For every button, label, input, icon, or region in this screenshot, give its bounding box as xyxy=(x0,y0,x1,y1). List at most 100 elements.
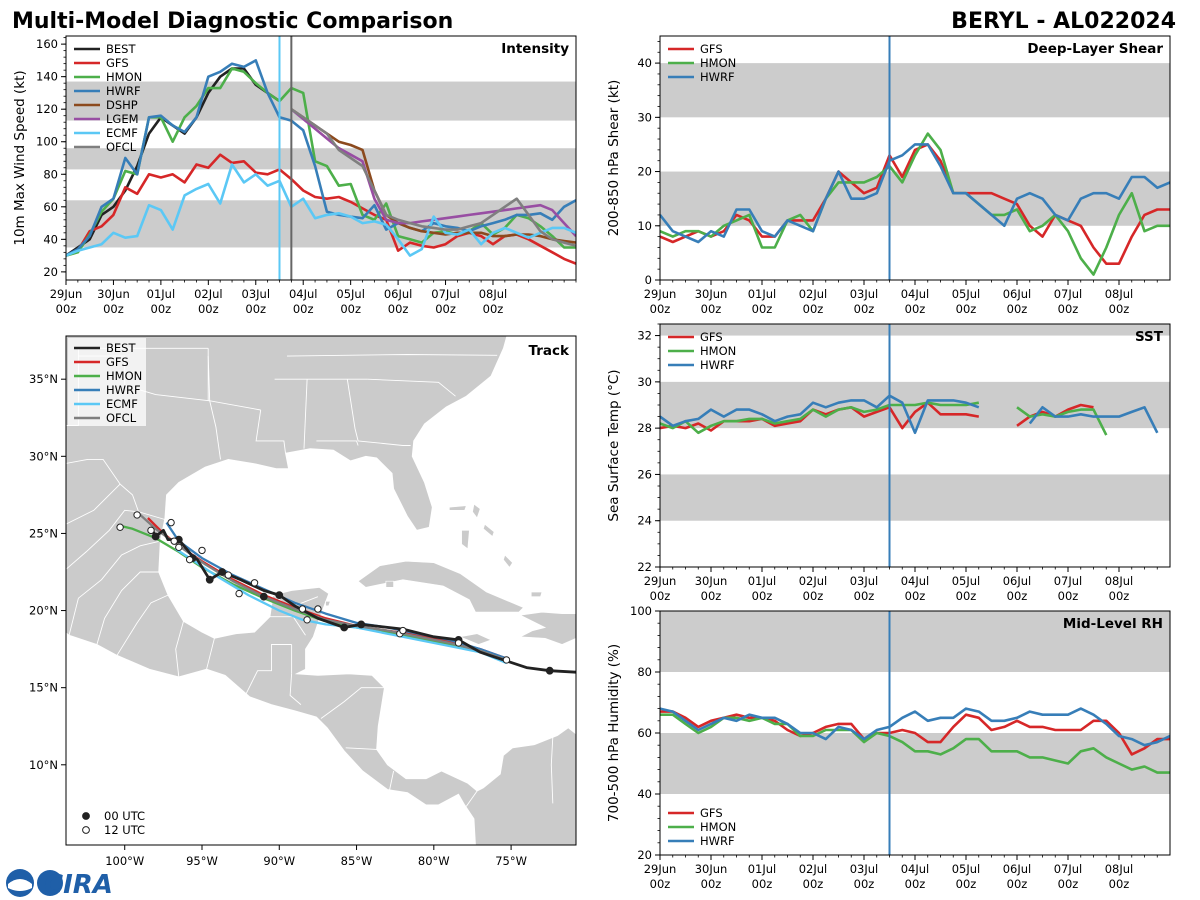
border-panama-colombia xyxy=(465,790,478,807)
sst-ytick-label: 22 xyxy=(637,560,652,574)
intensity-title: Intensity xyxy=(501,41,569,57)
cira-logo: CIRA xyxy=(6,869,113,900)
border-mex-state-2 xyxy=(96,571,159,645)
sst-xtick-label-hour: 00z xyxy=(1109,589,1130,603)
shear-ytick-label: 10 xyxy=(637,219,652,233)
rh-xtick-label-hour: 00z xyxy=(803,877,824,891)
sst-xtick-label: 06Jul xyxy=(1003,574,1032,588)
border-colombia-venezuela xyxy=(550,736,554,804)
rh-band-1 xyxy=(660,611,1170,672)
sst-ytick-label: 28 xyxy=(637,421,652,435)
sst-band-2 xyxy=(660,324,1170,336)
marker-legend-symbol-12utc xyxy=(82,826,90,834)
intensity-xtick-label-hour: 00z xyxy=(388,302,409,316)
border-mex-state-5 xyxy=(66,483,121,525)
border-louisiana xyxy=(209,400,221,460)
rh-xtick-label-hour: 00z xyxy=(1058,877,1079,891)
rh-xtick-label: 08Jul xyxy=(1105,862,1134,876)
track-marker-12utc xyxy=(133,511,141,519)
intensity-xtick-label: 06Jul xyxy=(384,287,413,301)
sst-xtick-label-hour: 00z xyxy=(1058,589,1079,603)
island-cuba xyxy=(357,560,525,613)
track-xtick-label: 80°W xyxy=(418,854,450,868)
border-mex-state-7 xyxy=(206,638,215,670)
sst-legend-label-gfs: GFS xyxy=(700,330,723,344)
track-marker-12utc xyxy=(303,616,311,624)
sst-xtick-label: 04Jul xyxy=(901,574,930,588)
intensity-legend-label-hwrf: HWRF xyxy=(106,84,141,98)
figure-title: Multi-Model Diagnostic Comparison xyxy=(12,9,453,34)
border-kentucky xyxy=(286,354,498,357)
track-marker-12utc xyxy=(224,571,232,579)
border-mississippi-river xyxy=(255,409,286,454)
intensity-series-gfs xyxy=(66,153,576,265)
rh-xtick-label-hour: 00z xyxy=(854,877,875,891)
shear-xtick-label-hour: 00z xyxy=(752,302,773,316)
rh-xtick-label-hour: 00z xyxy=(956,877,977,891)
intensity-xtick-label: 29Jun xyxy=(50,287,83,301)
track-legend-label-gfs: GFS xyxy=(106,355,129,369)
shear-xtick-label: 04Jul xyxy=(901,287,930,301)
sst-legend-label-hmon: HMON xyxy=(700,344,736,358)
shear-band-1 xyxy=(660,63,1170,118)
shear-series-hmon xyxy=(660,132,1170,276)
border-georgia xyxy=(346,379,411,446)
rh-ylabel: 700-500 hPa Humidity (%) xyxy=(606,644,622,822)
shear-xtick-label: 29Jun xyxy=(644,287,677,301)
rh-legend-label-gfs: GFS xyxy=(700,806,723,820)
intensity-ytick-label: 160 xyxy=(36,37,58,51)
intensity-xtick-label-hour: 00z xyxy=(103,302,124,316)
rh-xtick-label: 05Jul xyxy=(952,862,981,876)
track-marker-00utc xyxy=(259,592,268,601)
intensity-xtick-label-hour: 00z xyxy=(245,302,266,316)
island-cozumel xyxy=(325,600,331,607)
sst-xtick-label-hour: 00z xyxy=(1007,589,1028,603)
intensity-xtick-label-hour: 00z xyxy=(340,302,361,316)
intensity-ylabel: 10m Max Wind Speed (kt) xyxy=(12,70,28,245)
track-legend-label-hmon: HMON xyxy=(106,369,142,383)
rh-ytick-label: 40 xyxy=(637,787,652,801)
track-hmon xyxy=(119,524,507,661)
sst-plot-area xyxy=(660,394,1159,436)
intensity-legend-label-best: BEST xyxy=(106,42,136,56)
shear-xtick-label: 07Jul xyxy=(1054,287,1083,301)
shear-xtick-label-hour: 00z xyxy=(1007,302,1028,316)
shear-series-hwrf xyxy=(660,143,1170,244)
sst-ytick-label: 26 xyxy=(637,467,652,481)
track-marker-00utc xyxy=(151,532,160,541)
rh-ytick-label: 100 xyxy=(630,604,652,618)
intensity-band-2 xyxy=(66,81,576,121)
track-xtick-label: 100°W xyxy=(105,854,144,868)
rh-series-hwrf xyxy=(660,707,1170,747)
shear-xtick-label-hour: 00z xyxy=(803,302,824,316)
island-hispaniola xyxy=(519,611,576,645)
globe-icon xyxy=(37,870,63,896)
marker-legend-symbol-00utc xyxy=(82,812,90,820)
rh-ytick-label: 20 xyxy=(637,848,652,862)
track-ytick-label: 15°N xyxy=(29,681,58,695)
border-mex-state-6 xyxy=(175,621,184,677)
rh-xtick-label-hour: 00z xyxy=(905,877,926,891)
intensity-xtick-label: 01Jul xyxy=(147,287,176,301)
track-marker-12utc xyxy=(502,656,511,664)
track-xtick-label: 85°W xyxy=(341,854,373,868)
rh-xtick-label-hour: 00z xyxy=(752,877,773,891)
track-panel: 100°W 95°W 90°W 85°W 80°W 75°W 10°N 15°N 20°N 25°… xyxy=(29,335,577,868)
intensity-xtick-label-hour: 00z xyxy=(293,302,314,316)
track-marker-12utc xyxy=(147,526,155,535)
intensity-xtick-label: 04Jul xyxy=(289,287,318,301)
rh-xtick-label: 04Jul xyxy=(901,862,930,876)
intensity-xtick-label: 30Jun xyxy=(97,287,130,301)
intensity-series-ecmf xyxy=(66,163,576,257)
intensity-legend-label-gfs: GFS xyxy=(106,56,129,70)
sst-title: SST xyxy=(1135,329,1164,345)
shear-ytick-label: 0 xyxy=(645,273,652,287)
sst-xtick-label-hour: 00z xyxy=(701,589,722,603)
track-marker-00utc xyxy=(275,591,284,600)
shear-xtick-label: 02Jul xyxy=(799,287,828,301)
island-abaco xyxy=(472,503,481,519)
intensity-xtick-label: 02Jul xyxy=(194,287,223,301)
noaa-wave-icon xyxy=(8,879,32,891)
intensity-ytick-label: 40 xyxy=(43,232,58,246)
intensity-xtick-label: 08Jul xyxy=(479,287,508,301)
